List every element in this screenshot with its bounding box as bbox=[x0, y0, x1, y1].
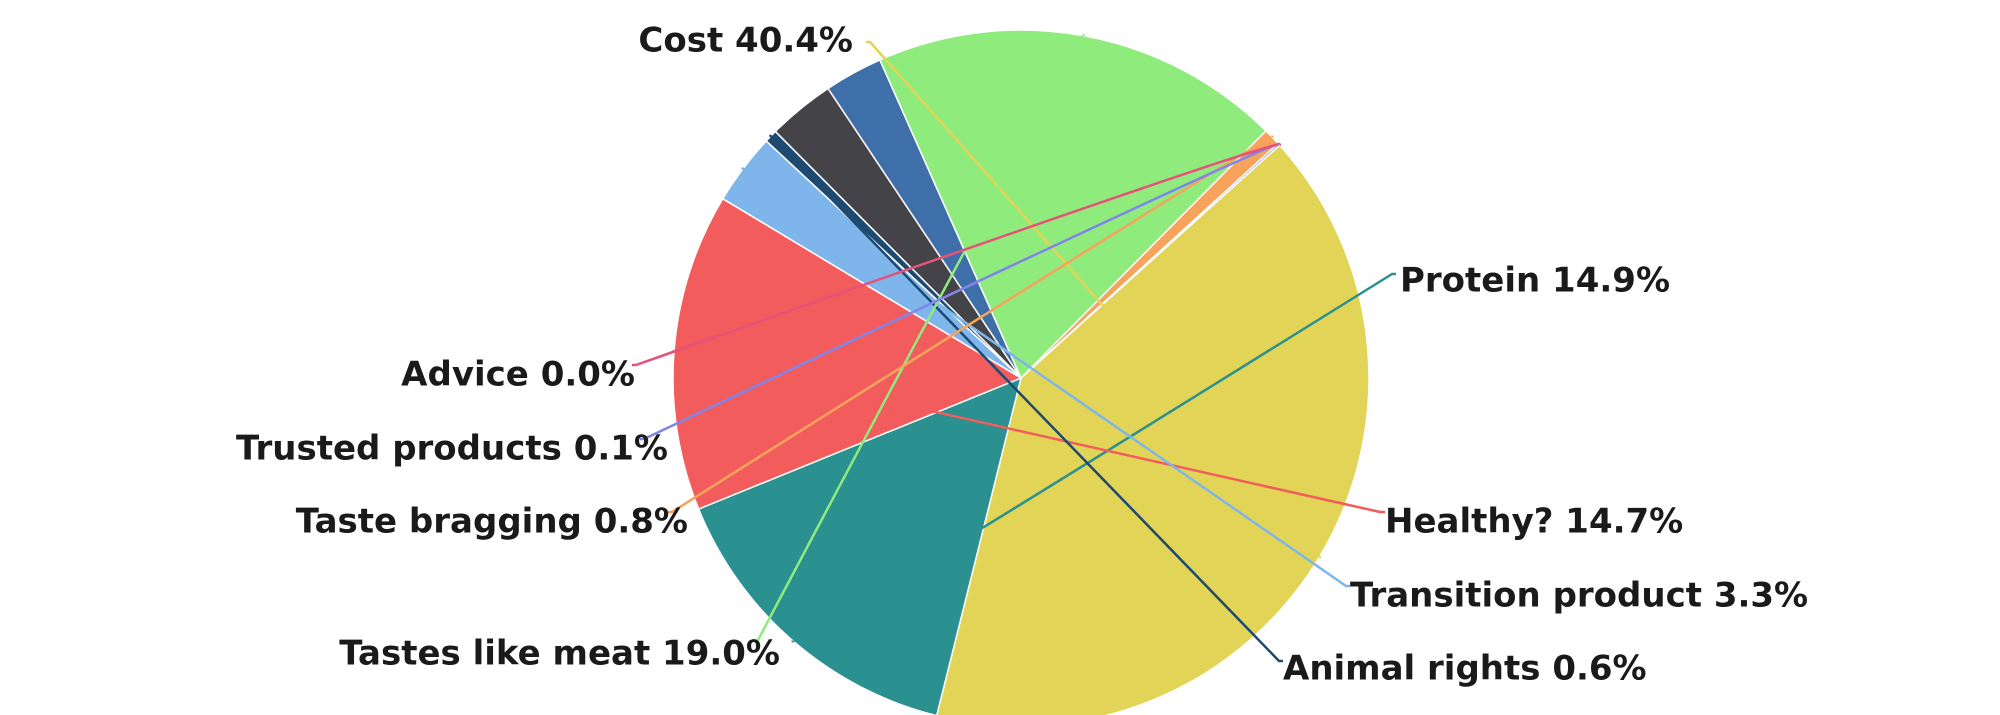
slice-label-advice: Advice 0.0% bbox=[401, 355, 635, 395]
leader-line-taste-bragging bbox=[668, 135, 1274, 514]
slice-label-healthy: Healthy? 14.7% bbox=[1385, 502, 1683, 542]
labels-layer: Cost 40.4% Protein 14.9% Healthy? 14.7% Tra… bbox=[236, 21, 1808, 689]
slice-label-protein: Protein 14.9% bbox=[1400, 261, 1670, 301]
leader-line-protein bbox=[791, 272, 1396, 643]
leader-line-healthy bbox=[672, 349, 1385, 514]
leader-line-tastes-like-meat bbox=[752, 34, 1086, 642]
leader-line-advice bbox=[632, 143, 1281, 367]
slice-label-tastes-like-meat: Tastes like meat 19.0% bbox=[339, 634, 780, 674]
slice-label-cost: Cost 40.4% bbox=[638, 21, 853, 61]
slice-label-transition-product: Transition product 3.3% bbox=[1350, 576, 1808, 616]
slice-label-taste-bragging: Taste bragging 0.8% bbox=[296, 502, 688, 542]
pie-slice-cost[interactable] bbox=[936, 144, 1370, 715]
leader-lines-layer bbox=[632, 34, 1396, 663]
leader-line-transition-product bbox=[741, 167, 1350, 588]
slice-label-animal-rights: Animal rights 0.6% bbox=[1283, 649, 1647, 689]
slices-layer bbox=[672, 29, 1370, 715]
leader-line-cost bbox=[866, 40, 1321, 559]
pie-slice-tastes-like-meat[interactable] bbox=[878, 29, 1268, 380]
slice-label-trusted-products: Trusted products 0.1% bbox=[236, 429, 668, 469]
